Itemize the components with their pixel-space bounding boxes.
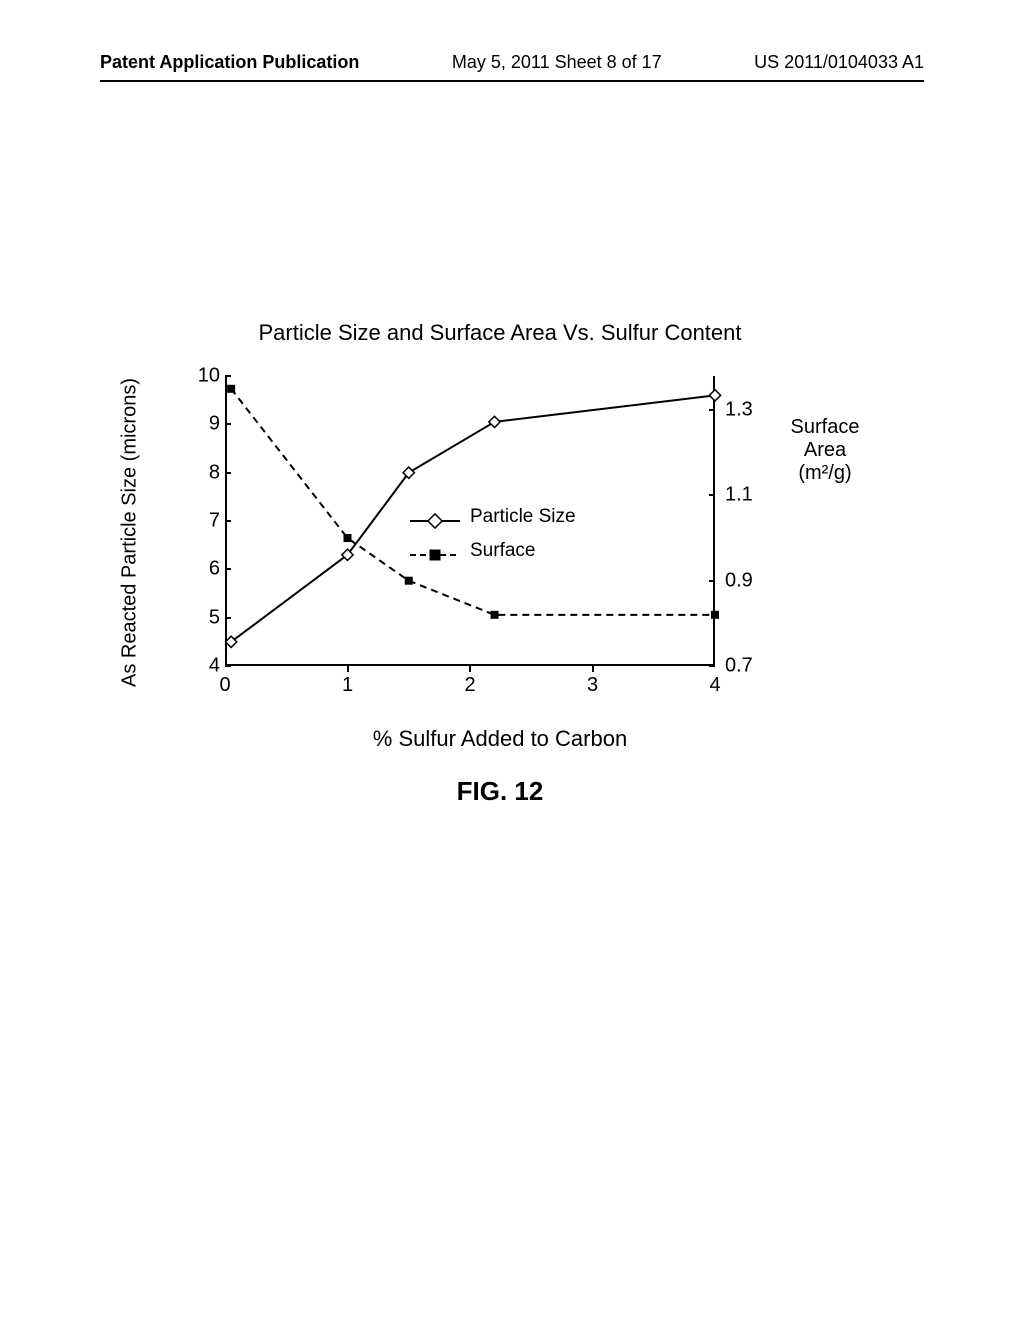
y-tick-left-mark — [225, 665, 231, 667]
y-tick-right-mark — [709, 580, 715, 582]
y-tick-right-label: 1.3 — [725, 399, 753, 422]
x-tick-mark — [347, 666, 349, 672]
x-tick-mark — [592, 666, 594, 672]
y-tick-right-mark — [709, 665, 715, 667]
y-tick-left-mark — [225, 375, 231, 377]
legend-label-surface: Surface — [470, 540, 535, 562]
y-axis-label-right: Surface Area (m²/g) — [780, 416, 870, 485]
header-center: May 5, 2011 Sheet 8 of 17 — [452, 52, 662, 73]
legend-line-surface — [410, 545, 460, 557]
chart-container: Particle Size and Surface Area Vs. Sulfu… — [140, 320, 860, 706]
x-tick-label: 3 — [587, 674, 598, 697]
y-tick-left-label: 4 — [195, 655, 220, 678]
y-label-right-1: Surface — [780, 416, 870, 439]
chart-title: Particle Size and Surface Area Vs. Sulfu… — [140, 320, 860, 346]
y-label-right-3: (m²/g) — [780, 462, 870, 485]
y-tick-left-label: 9 — [195, 413, 220, 436]
x-tick-label: 2 — [464, 674, 475, 697]
y-tick-left-label: 6 — [195, 558, 220, 581]
x-tick-mark — [469, 666, 471, 672]
x-tick-label: 1 — [342, 674, 353, 697]
y-tick-right-mark — [709, 494, 715, 496]
legend: Particle Size Surface — [410, 506, 576, 574]
y-tick-left-mark — [225, 617, 231, 619]
header-right: US 2011/0104033 A1 — [754, 52, 924, 73]
y-tick-left-label: 7 — [195, 510, 220, 533]
header-rule — [100, 80, 924, 82]
y-tick-left-mark — [225, 520, 231, 522]
y-tick-right-label: 1.1 — [725, 484, 753, 507]
page-header: Patent Application Publication May 5, 20… — [0, 52, 1024, 73]
x-axis-label: % Sulfur Added to Carbon — [140, 726, 860, 752]
y-tick-left-mark — [225, 568, 231, 570]
header-left: Patent Application Publication — [100, 52, 359, 73]
y-tick-left-label: 5 — [195, 606, 220, 629]
x-tick-label: 0 — [219, 674, 230, 697]
y-tick-right-label: 0.9 — [725, 569, 753, 592]
y-tick-left-mark — [225, 423, 231, 425]
figure-label: FIG. 12 — [140, 776, 860, 807]
x-tick-label: 4 — [709, 674, 720, 697]
y-tick-right-mark — [709, 409, 715, 411]
y-tick-left-mark — [225, 472, 231, 474]
y-tick-left-label: 8 — [195, 461, 220, 484]
chart-area: As Reacted Particle Size (microns) Surfa… — [140, 376, 860, 706]
y-label-right-2: Area — [780, 439, 870, 462]
legend-label-particle: Particle Size — [470, 506, 576, 528]
legend-line-particle — [410, 511, 460, 523]
legend-row-particle-size: Particle Size — [410, 506, 576, 528]
y-tick-right-label: 0.7 — [725, 655, 753, 678]
legend-row-surface: Surface — [410, 540, 576, 562]
y-tick-left-label: 10 — [195, 365, 220, 388]
y-axis-label-left: As Reacted Particle Size (microns) — [119, 378, 142, 687]
